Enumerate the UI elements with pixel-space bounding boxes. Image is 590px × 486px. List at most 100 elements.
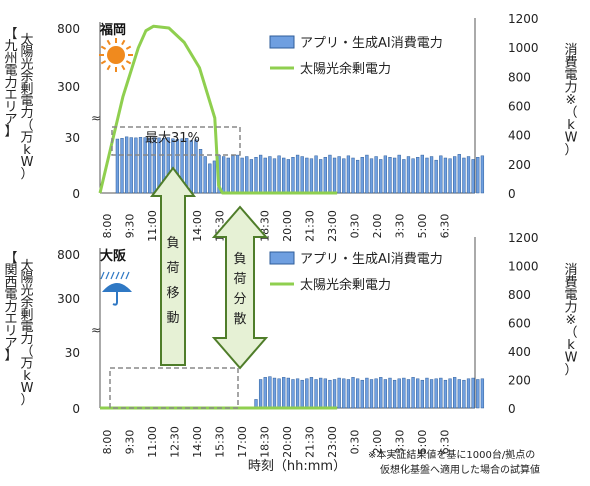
load-shift-label-char: 荷 [166,261,179,276]
load-distribution-label-char: 負 [233,252,246,267]
consumption-bar [379,159,383,194]
consumption-bar [300,379,304,409]
consumption-bar [453,156,457,194]
load-shift-label-char: 負 [166,236,179,251]
consumption-bar [286,377,290,409]
region-label-char: 力 [4,300,17,315]
right-axis-label-char: 消 [564,43,577,58]
left-axis-label-char: W [21,381,34,396]
consumption-bar [286,159,290,194]
consumption-bar [425,377,429,409]
consumption-bar [416,378,420,409]
consumption-bar [355,378,360,409]
right-tick-label: 600 [508,100,531,114]
consumption-bar [480,155,485,194]
consumption-bar [434,159,438,194]
x-tick-label: 2:00 [371,214,384,239]
left-tick-label: 30 [65,346,80,360]
legend-line-label: 太陽光余剰電力 [300,61,391,77]
left-axis-label: 太陽光余剰電力（万kW） [20,33,33,182]
consumption-bar [263,377,267,409]
consumption-bar [462,379,466,409]
consumption-bar [240,157,244,194]
left-tick-label: 300 [57,80,80,94]
right-axis-label-char: 費 [564,276,577,291]
legend-bar-label: アプリ・生成AI消費電力 [300,36,443,51]
right-tick-label: 1200 [508,12,539,26]
consumption-bar [332,379,337,409]
consumption-bar [272,158,277,194]
idle-dashed-box [109,367,239,409]
left-axis-label-char: 光 [20,57,33,72]
consumption-bar [291,379,295,409]
right-tick-label: 200 [508,374,531,388]
right-tick-label: 200 [508,158,531,172]
consumption-bar [258,379,263,409]
left-axis-label-char: 万 [20,357,33,372]
location-label: 大阪 [100,248,127,264]
consumption-bar [305,378,309,409]
consumption-bar [249,159,254,194]
consumption-bar [379,377,383,409]
consumption-bar [295,154,300,194]
right-axis-label-char: k [567,338,575,353]
left-axis-label-char: （ [20,118,33,133]
footnote-line-1: ※本実証結果値を基に1000台/拠点の [368,448,535,461]
consumption-bar [439,377,443,409]
consumption-bar [268,156,272,194]
left-axis-label-char: 太 [20,33,33,48]
sun-icon [99,38,133,72]
consumption-bar [429,379,434,409]
left-axis-label-char: 光 [20,283,33,298]
x-tick-label: 8:00 [101,430,114,455]
region-label-char: ア [4,112,17,127]
left-axis-label-char: （ [20,344,33,359]
right-axis-label: 消費電力※（kW） [564,43,577,158]
solar-surplus-line [98,24,338,195]
peak-dashed-box [111,126,241,156]
left-tick-label: 800 [57,22,80,36]
x-tick-label: 9:30 [124,430,137,455]
left-axis-label-char: W [21,155,34,170]
consumption-bar [115,138,120,194]
region-label-char: 関 [4,263,17,278]
left-axis-label-char: k [23,369,31,384]
consumption-bar [134,137,138,194]
consumption-bar [369,158,374,194]
x-tick-label: 11:00 [146,426,159,458]
consumption-bar [416,157,420,194]
x-tick-label: 6:30 [439,430,452,455]
consumption-bar [314,155,318,194]
consumption-bar [254,157,258,194]
left-axis-label-char: ） [20,167,33,182]
sun-icon-ray [100,45,107,50]
consumption-bar [365,377,369,409]
x-tick-label: 15:30 [214,426,227,458]
consumption-bar [342,378,346,409]
consumption-bar [369,379,374,409]
axis-break-mark: ≈ [91,111,101,125]
consumption-bar [480,378,485,409]
region-label-char: 】 [4,125,17,140]
consumption-bar [245,156,249,194]
right-axis-label-char: W [565,131,578,146]
consumption-bar [383,155,388,194]
x-tick-label: 21:30 [304,210,317,242]
consumption-bar [319,377,323,409]
consumption-bar [397,154,401,194]
consumption-bar [365,154,369,194]
consumption-bar [120,138,124,194]
x-axis-label: 時刻（hh:mm） [248,459,346,474]
consumption-bar [138,137,143,194]
region-label-char: エ [4,88,17,103]
x-tick-label: 5:00 [416,214,429,239]
consumption-bar [388,377,392,409]
region-label-char: 九 [4,39,17,54]
left-axis-label-char: k [23,143,31,158]
right-axis-label-char: 電 [564,68,577,83]
consumption-bar [466,156,471,194]
consumption-bar [346,379,351,409]
consumption-bar [258,154,263,194]
